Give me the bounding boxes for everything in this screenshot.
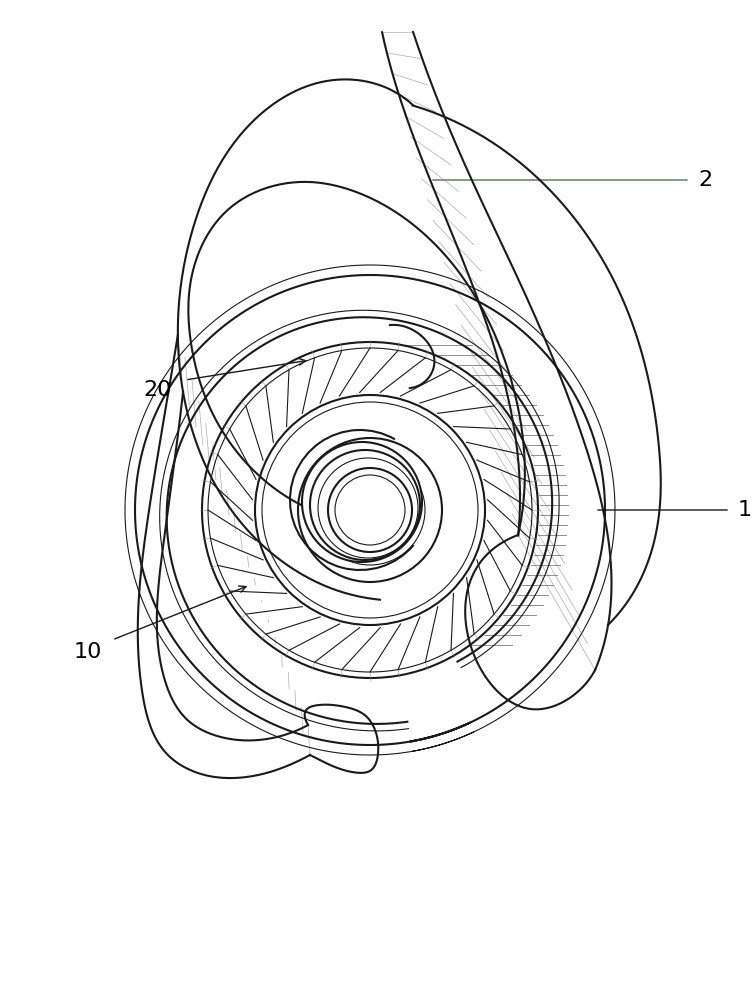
Ellipse shape bbox=[328, 468, 412, 552]
Text: 1: 1 bbox=[738, 500, 752, 520]
Ellipse shape bbox=[302, 442, 422, 562]
Text: 2: 2 bbox=[698, 170, 712, 190]
Text: 10: 10 bbox=[74, 642, 103, 662]
Ellipse shape bbox=[310, 450, 420, 560]
Text: 20: 20 bbox=[144, 380, 172, 400]
